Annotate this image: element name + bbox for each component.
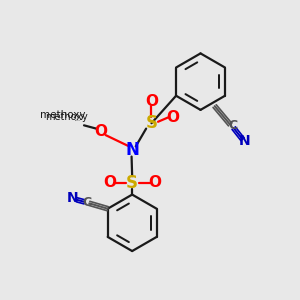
Text: O: O [145,94,158,110]
Text: N: N [125,141,139,159]
Text: methoxy: methoxy [75,120,81,121]
Text: S: S [146,114,158,132]
Text: methoxy: methoxy [45,112,88,122]
Text: C: C [82,196,92,209]
Text: O: O [103,175,116,190]
Text: O: O [148,175,161,190]
Text: S: S [126,174,138,192]
Text: O: O [167,110,179,125]
Text: methoxy: methoxy [40,110,85,120]
Text: N: N [239,134,251,148]
Text: C: C [228,118,237,132]
Text: O: O [94,124,107,139]
Text: N: N [67,191,79,205]
